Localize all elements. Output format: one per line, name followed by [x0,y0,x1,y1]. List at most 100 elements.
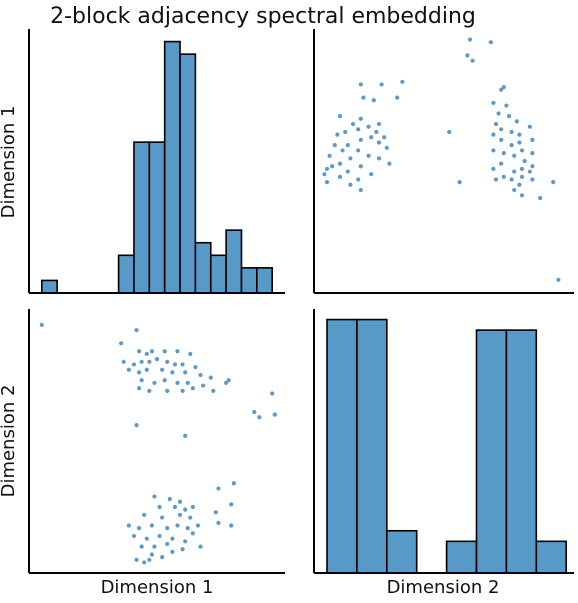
subplot-dimension-2-histogram [313,309,574,574]
top-right-scatter-point-23 [509,143,514,148]
bottom-left-scatter-point-16 [172,362,178,367]
top-right-scatter-point-76 [350,121,356,127]
top-right-scatter-point-21 [512,169,517,174]
subplot-dimension-1-histogram [28,29,285,294]
subplot-bottom-left-scatter [28,309,285,574]
bottom-left-scatter-point-8 [175,349,180,354]
bottom-left-scatter-point-54 [172,504,178,510]
top-right-scatter-point-64 [358,164,363,169]
top-right-scatter-point-34 [499,87,504,92]
bottom-left-scatter-point-37 [165,388,170,393]
bottom-left-scatter-point-74 [170,536,175,541]
top-right-scatter-point-56 [376,121,382,127]
bottom-left-scatter-point-71 [131,533,137,539]
top-right-scatter-point-40 [491,100,496,106]
top-right-scatter-point-62 [358,187,363,193]
top-right-scatter-point-1 [556,277,561,282]
dimension-1-histogram-bar-14 [240,267,258,294]
top-right-scatter-point-50 [384,145,389,150]
bottom-left-scatter-point-67 [185,526,190,531]
top-right-scatter-point-84 [332,143,337,148]
bottom-left-scatter-point-68 [195,523,201,528]
bottom-left-scatter-point-31 [175,380,180,386]
bottom-left-scatter-point-75 [183,539,188,544]
top-right-scatter-point-68 [358,116,363,121]
top-right-scatter-point-32 [499,127,504,132]
bottom-left-scatter-point-25 [198,372,203,378]
top-right-scatter-point-13 [519,166,525,172]
bottom-left-scatter-point-14 [154,357,160,362]
top-right-scatter-point-45 [457,180,462,185]
top-right-scatter-point-60 [366,124,371,129]
bottom-left-scatter-point-35 [136,386,142,391]
bottom-left-scatter-point-45 [134,423,139,428]
bottom-left-scatter-point-52 [229,502,234,507]
bottom-left-scatter-point-10 [121,359,126,364]
dimension-2-histogram-bar-1 [326,318,358,574]
bottom-left-scatter-point-44 [272,412,277,417]
top-right-scatter-point-27 [501,84,506,90]
bottom-left-scatter-point-33 [200,383,206,388]
dimension-1-histogram-bar-8 [148,141,166,294]
top-right-scatter-point-35 [493,177,499,182]
bottom-left-scatter-point-64 [149,523,154,528]
top-right-scatter-point-54 [376,140,382,145]
bottom-left-scatter-point-23 [170,370,175,375]
bottom-left-scatter-point-9 [188,351,193,356]
x-axis-label-dimension-1: Dimension 1 [101,577,214,598]
top-right-scatter-point-58 [366,153,371,158]
top-right-scatter-point-39 [493,121,499,127]
bottom-left-scatter-point-39 [190,386,195,391]
top-right-scatter-point-59 [369,135,374,140]
bottom-left-scatter-point-29 [152,380,157,386]
top-right-scatter-point-77 [337,174,343,179]
bottom-left-scatter-point-72 [144,536,149,541]
bottom-left-scatter-point-86 [147,557,152,562]
dimension-2-histogram-bar-3 [385,529,418,574]
top-right-scatter-point-46 [447,129,452,135]
bottom-left-scatter-point-69 [229,523,234,528]
bottom-left-scatter-point-36 [147,388,152,393]
bottom-left-scatter-point-81 [198,544,203,549]
bottom-left-scatter-point-82 [149,552,154,557]
bottom-left-scatter-point-7 [162,349,167,354]
top-right-scatter-point-75 [343,129,348,135]
bottom-left-scatter-point-40 [211,388,216,393]
top-right-scatter-point-65 [356,148,361,153]
bottom-left-scatter-point-46 [183,433,188,438]
bottom-left-scatter-point-79 [165,541,170,547]
top-right-scatter-point-78 [337,161,343,166]
top-right-scatter-point-7 [530,150,535,156]
top-right-scatter-point-57 [369,172,374,177]
dimension-2-histogram-bar-6 [475,329,508,574]
top-right-scatter-point-72 [345,169,350,174]
top-right-scatter-point-82 [330,164,335,169]
top-right-scatter-point-79 [340,148,345,153]
top-right-scatter-point-4 [530,177,535,182]
bottom-left-scatter-point-47 [231,481,236,486]
top-right-scatter-point-80 [335,132,340,137]
bottom-left-scatter-point-65 [165,526,170,531]
top-right-scatter-point-33 [496,111,501,116]
bottom-left-scatter-point-43 [257,415,262,420]
bottom-left-scatter-point-4 [136,349,142,354]
top-right-scatter-point-42 [470,58,475,63]
top-right-scatter-point-43 [465,53,470,58]
bottom-left-scatter-point-38 [180,388,185,393]
bottom-left-scatter-point-76 [190,531,195,536]
top-right-scatter-point-55 [374,129,379,135]
top-right-scatter-point-81 [337,114,343,119]
bottom-left-scatter-point-49 [152,494,157,499]
bottom-left-scatter-point-3 [119,341,124,346]
dimension-1-histogram-bar-13 [225,229,243,294]
top-right-scatter-point-18 [514,119,519,124]
dimension-1-histogram-bar-11 [194,241,212,294]
top-right-scatter-point-25 [506,114,512,119]
bottom-left-scatter-point-30 [162,378,167,383]
chart-title: 2-block adjacency spectral embedding [50,4,476,29]
subplot-top-right-scatter [313,29,574,294]
bottom-left-scatter-point-84 [170,549,175,554]
top-right-scatter-point-6 [530,164,535,169]
